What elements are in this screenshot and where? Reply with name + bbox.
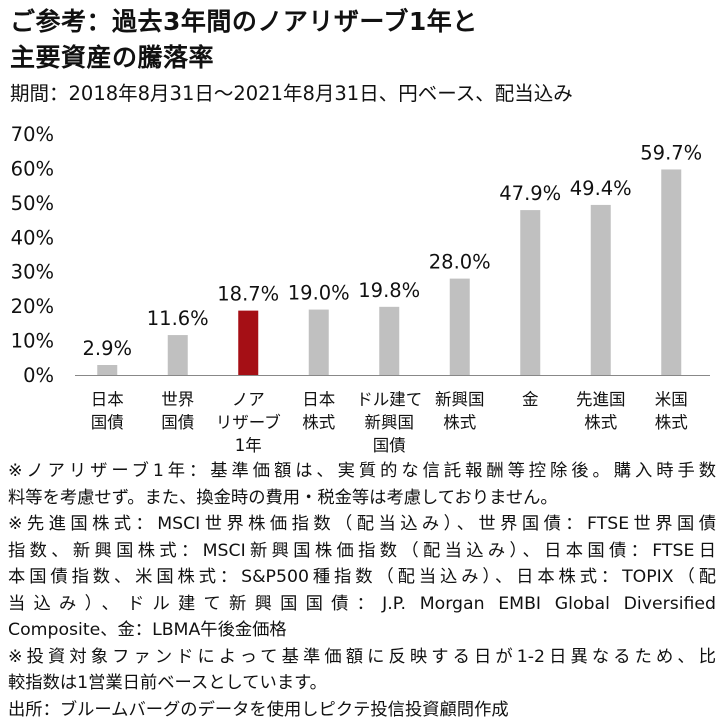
data-label: 28.0% [429, 251, 491, 274]
chart-title-line1: ご参考：過去3年間のノアリザーブ1年と [10, 7, 478, 36]
x-tick-label: 1年 [235, 436, 262, 455]
bar [520, 210, 541, 375]
y-tick-label: 30% [11, 261, 54, 284]
x-tick-label: 新興国 [365, 413, 415, 432]
bar [97, 365, 118, 375]
chart-subtitle: 期間：2018年8月31日～2021年8月31日、円ベース、配当込み [10, 82, 573, 105]
footnote-line: ※投資対象ファンドによって基準価額に反映する日が1-2日異なるため、比 [8, 646, 716, 667]
y-tick-label: 60% [11, 157, 54, 180]
footnote-line: Composite、金：LBMA午後金価格 [8, 620, 287, 640]
x-tick-label: 国債 [373, 436, 406, 455]
x-tick-label: 米国 [655, 390, 688, 409]
y-tick-label: 70% [11, 123, 54, 146]
data-label: 59.7% [640, 141, 702, 164]
data-label: 19.8% [358, 279, 420, 302]
bar [661, 169, 682, 375]
footnote-line: 料等を考慮せず。また、換金時の費用・税金等は考慮しておりません。 [8, 487, 558, 508]
x-tick-label: 国債 [161, 413, 194, 432]
x-tick-label: リザーブ [216, 412, 281, 432]
chart-title: ご参考：過去3年間のノアリザーブ1年と 主要資産の騰落率 [10, 4, 710, 76]
x-tick-label: 日本 [302, 390, 335, 409]
x-tick-label: 金 [522, 390, 539, 409]
footnote-line: 較指数は1営業日前ベースとしています。 [8, 673, 327, 693]
footnote-line: 当込み）、ドル建て新興国国債：J.P. Morgan EMBI Global D… [8, 593, 716, 614]
footnote-line: ※ノアリザーブ1年：基準価額は、実質的な信託報酬等控除後。購入時手数 [8, 461, 716, 481]
y-tick-label: 0% [23, 364, 54, 387]
bar [167, 335, 188, 375]
bar-chart: 0% 10% 20% 30% 40% 50% 60% 70% 2.9% 日本国債 11.6% 世界国債… [11, 123, 710, 455]
bar [590, 204, 611, 375]
data-label: 19.0% [288, 282, 350, 305]
data-label: 49.4% [570, 177, 632, 200]
footnote-line: 出所：ブルームバーグのデータを使用しピクテ投信投資顧問作成 [8, 699, 509, 720]
footnote-line: ※先進国株式：MSCI世界株価指数（配当込み）、世界国債：FTSE世界国債 [8, 514, 716, 534]
x-tick-label: 株式 [443, 413, 476, 432]
footnote-line: 本国債指数、米国株式：S&P500種指数（配当込み）、日本株式：TOPIX（配 [8, 567, 716, 587]
x-tick-label: 世界 [161, 390, 194, 409]
x-tick-label: 株式 [655, 413, 688, 432]
chart-title-line2: 主要資産の騰落率 [10, 43, 215, 72]
x-tick-label: ノア [232, 390, 265, 409]
y-tick-label: 20% [11, 295, 54, 318]
data-label: 47.9% [499, 182, 561, 205]
x-tick-label: 株式 [302, 413, 335, 432]
footnotes: ※ノアリザーブ1年：基準価額は、実質的な信託報酬等控除後。購入時手数 料等を考慮… [8, 458, 716, 723]
footnote-line: 指数、新興国株式：MSCI新興国株価指数（配当込み）、日本国債：FTSE日 [8, 540, 716, 561]
bar [379, 306, 400, 375]
bar [449, 278, 470, 375]
y-tick-label: 10% [11, 330, 54, 353]
data-label: 18.7% [217, 283, 279, 306]
y-tick-label: 40% [11, 226, 54, 249]
x-tick-label: 株式 [584, 413, 617, 432]
y-tick-label: 50% [11, 192, 54, 215]
data-label: 11.6% [147, 307, 209, 330]
data-label: 2.9% [82, 337, 132, 360]
x-tick-label: 国債 [91, 413, 124, 432]
x-tick-label: 新興国 [435, 390, 485, 409]
bar [308, 309, 329, 375]
x-tick-label: 日本 [91, 390, 124, 409]
bar [238, 310, 259, 375]
x-tick-label: ドル建て [356, 390, 422, 409]
x-tick-label: 先進国 [576, 390, 626, 409]
